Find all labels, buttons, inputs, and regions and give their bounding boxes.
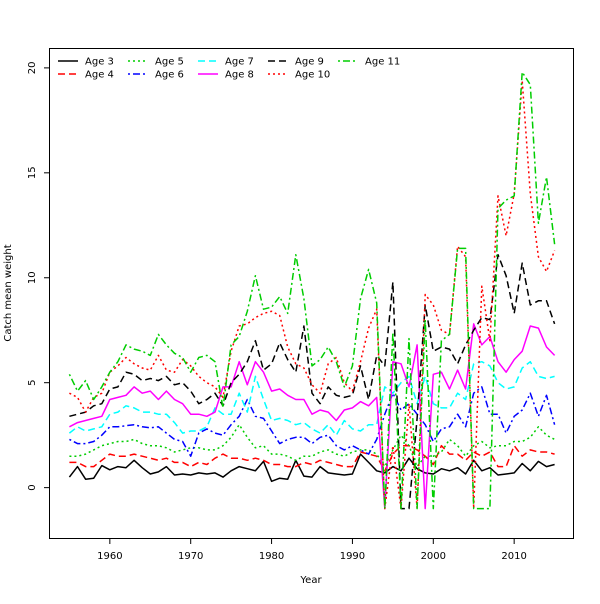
series-line-age-10 (69, 79, 556, 510)
series-line-age-9 (69, 253, 556, 510)
x-tick-label: 1960 (97, 551, 122, 562)
legend-label: Age 11 (365, 57, 400, 68)
legend-label: Age 5 (155, 57, 184, 68)
y-tick-label: 15 (27, 166, 38, 179)
series-line-age-5 (69, 423, 555, 468)
plot-frame (49, 48, 574, 539)
x-axis-title: Year (299, 575, 322, 586)
legend-label: Age 7 (225, 57, 254, 68)
x-tick-label: 1970 (178, 551, 203, 562)
y-axis: 0 5 10 15 20 (27, 62, 50, 491)
series-line-age-3 (68, 453, 555, 483)
x-axis: 1960 1970 1980 1990 2000 2010 (97, 538, 527, 562)
series-layer (68, 71, 556, 510)
y-tick-label: 5 (27, 380, 38, 386)
legend-label: Age 3 (85, 57, 114, 68)
legend-label: Age 8 (225, 70, 254, 81)
x-tick-label: 2000 (421, 551, 446, 562)
series-line-age-8 (69, 323, 556, 510)
x-tick-label: 2010 (501, 551, 526, 562)
legend-label: Age 10 (295, 70, 330, 81)
x-tick-label: 1990 (340, 551, 365, 562)
series-line-age-11 (68, 71, 556, 510)
legend-label: Age 9 (295, 57, 324, 68)
legend-label: Age 6 (155, 70, 184, 81)
legend: Age 3 Age 4 Age 5 Age 6 Age 7 Age 8 Age 9 Age 1… (58, 57, 400, 81)
y-tick-label: 10 (27, 271, 38, 284)
legend-label: Age 4 (85, 70, 114, 81)
y-tick-label: 20 (27, 62, 38, 75)
series-line-age-6 (69, 386, 556, 457)
x-tick-label: 1980 (259, 551, 284, 562)
series-line-age-7 (68, 360, 555, 436)
y-tick-label: 0 (27, 484, 38, 490)
y-axis-title: Catch mean weight (3, 244, 14, 341)
